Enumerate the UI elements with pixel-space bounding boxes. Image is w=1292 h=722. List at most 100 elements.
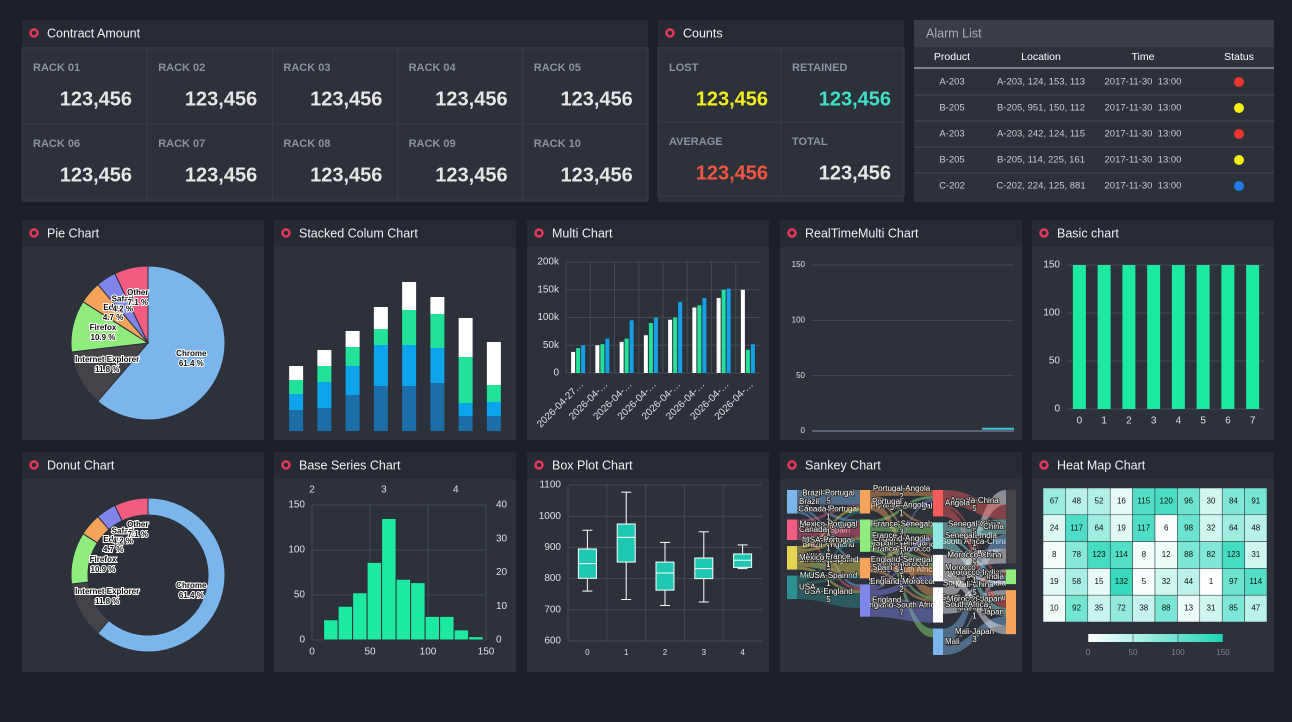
- bar: [1097, 265, 1111, 409]
- sankey-link: [797, 551, 860, 576]
- sankey-node: [933, 628, 943, 655]
- cell-value: 123,456: [185, 164, 257, 186]
- node-label: Japan: [982, 607, 1004, 616]
- bar-segment: [345, 366, 360, 395]
- slice-value: 11.8 %: [95, 597, 119, 606]
- slice-value: 7.1 %: [128, 298, 148, 307]
- heat-value: 114: [1249, 577, 1262, 586]
- cell-value: 123,456: [696, 88, 768, 110]
- sankey-link: [870, 596, 933, 623]
- panel-title: Counts: [683, 26, 723, 40]
- panel-header: [527, 452, 769, 479]
- sankey-link: [943, 572, 1006, 635]
- sankey-link: [870, 531, 933, 638]
- sankey-link: [870, 569, 933, 602]
- link-label: USA-England: [804, 587, 852, 596]
- y-tick-label: 50: [1049, 356, 1061, 367]
- bar-segment: [345, 347, 360, 366]
- link-value: 5: [826, 529, 831, 538]
- heat-value: 97: [1229, 577, 1238, 586]
- link-label: France-Angola: [875, 500, 928, 509]
- sankey-link: [797, 522, 860, 538]
- heat-value: 10: [1050, 604, 1059, 613]
- heat-value: 132: [1115, 577, 1129, 586]
- bar: [1122, 265, 1136, 409]
- heat-value: 85: [1229, 604, 1238, 613]
- heat-value: 64: [1229, 523, 1238, 532]
- bar: [648, 323, 653, 373]
- sankey-node: [860, 490, 870, 514]
- panel-icon: [29, 228, 39, 238]
- bar-segment: [458, 403, 473, 416]
- slice-label: Firefox: [90, 323, 117, 332]
- link-value: 2: [899, 585, 904, 594]
- x-tick-label: 1: [1101, 416, 1107, 427]
- table-header: Time: [1132, 51, 1155, 63]
- sankey-node: [933, 554, 943, 582]
- y2-tick-label: 20: [496, 567, 508, 578]
- bar: [673, 317, 678, 373]
- heat-value: 8: [1052, 550, 1057, 559]
- bar-segment: [458, 357, 473, 403]
- slice-label: Internet Explorer: [75, 587, 139, 596]
- bar: [1072, 265, 1086, 409]
- x-tick-label: 1: [624, 648, 629, 657]
- bar-segment: [486, 342, 501, 385]
- link-value: 1: [826, 548, 831, 557]
- link-label: USA-Spain: [809, 571, 849, 580]
- y-tick-label: 50k: [543, 340, 560, 351]
- cell-value: 123,456: [435, 88, 507, 110]
- link-label: Portugal-Angola: [873, 484, 931, 493]
- cell-label: RACK 06: [33, 138, 80, 150]
- link-value: 5: [972, 545, 977, 554]
- bar-segment: [345, 395, 360, 431]
- bar-segment: [402, 282, 417, 310]
- link-label: Brazil-France: [805, 505, 853, 514]
- node-label: India: [987, 572, 1005, 581]
- histogram-bar: [439, 615, 455, 641]
- bar-segment: [430, 297, 445, 314]
- panel: [274, 220, 516, 440]
- heat-value: 5: [1142, 577, 1147, 586]
- color-legend: [1088, 634, 1223, 642]
- link-label: Brazil-England: [802, 540, 854, 549]
- y-tick-label: 150: [792, 260, 806, 269]
- link-value: 1: [899, 527, 904, 536]
- sankey-link: [870, 498, 933, 558]
- cell-value: 123,456: [60, 164, 132, 186]
- link-label: Canada-England: [798, 555, 858, 564]
- link-value: 1: [972, 611, 977, 620]
- heat-value: 48: [1072, 497, 1081, 506]
- heat-value: 19: [1050, 577, 1059, 586]
- node-label: Canada: [799, 525, 828, 534]
- link-label: Canada-France: [801, 521, 857, 530]
- link-label: Angola-Japan: [950, 549, 999, 558]
- link-label: USA-Portugal: [804, 536, 853, 545]
- cell-value: 123,456: [561, 164, 633, 186]
- bar-segment: [430, 348, 445, 383]
- histogram-bar: [453, 629, 470, 641]
- x-tick-label: 6: [1225, 416, 1231, 427]
- heat-value: 84: [1229, 497, 1238, 506]
- bar-segment: [430, 314, 445, 348]
- panel-header: [1032, 452, 1274, 479]
- y-tick-label: 50: [294, 590, 306, 601]
- link-value: 3: [899, 567, 904, 576]
- sankey-link: [870, 575, 933, 597]
- cell-label: RACK 07: [158, 138, 205, 150]
- slice-label: Internet Explorer: [75, 355, 139, 364]
- location: A-203, 242, 124, 115: [997, 129, 1085, 140]
- sankey-link: [797, 490, 860, 505]
- status: [1234, 129, 1244, 139]
- panel-header: [1032, 220, 1274, 247]
- panel-title: Pie Chart: [47, 226, 100, 240]
- sankey-link: [870, 495, 933, 523]
- slice-value: 4.7 %: [103, 313, 123, 322]
- x2-tick-label: 3: [381, 485, 387, 496]
- panel-icon: [534, 460, 544, 470]
- panel-header: [527, 220, 769, 247]
- bar-segment: [402, 345, 417, 386]
- link-value: 5: [972, 588, 977, 597]
- panel-icon: [281, 228, 291, 238]
- heat-value: 78: [1072, 550, 1081, 559]
